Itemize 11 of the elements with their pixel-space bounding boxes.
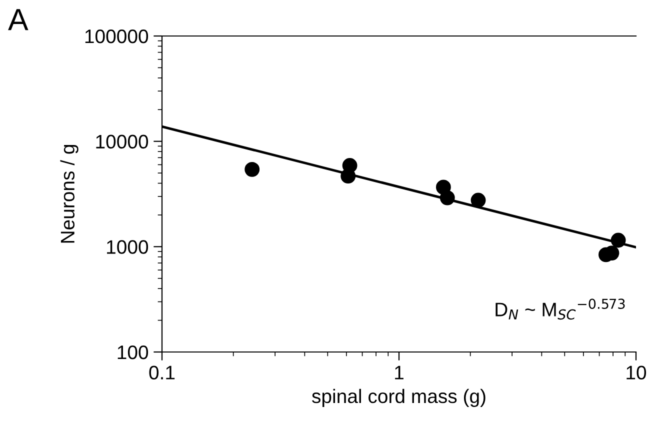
y-tick-label: 100000 [85, 29, 148, 44]
y-tick-label: 10000 [96, 134, 148, 149]
annotation: D$_{N}$ ~ M$_{SC}$$^{−0.573}$ [496, 298, 625, 320]
y-tick-label: 100 [118, 345, 148, 360]
y-axis-title: Neurons / g [60, 144, 78, 243]
x-axis-title: spinal cord mass (g) [312, 388, 486, 407]
x-tick-label: 1 [395, 366, 404, 380]
x-tick-label: 0.1 [149, 366, 175, 380]
x-tick-label: 10 [626, 366, 646, 380]
y-tick-label: 1000 [107, 240, 148, 254]
text: A [8, 9, 28, 30]
